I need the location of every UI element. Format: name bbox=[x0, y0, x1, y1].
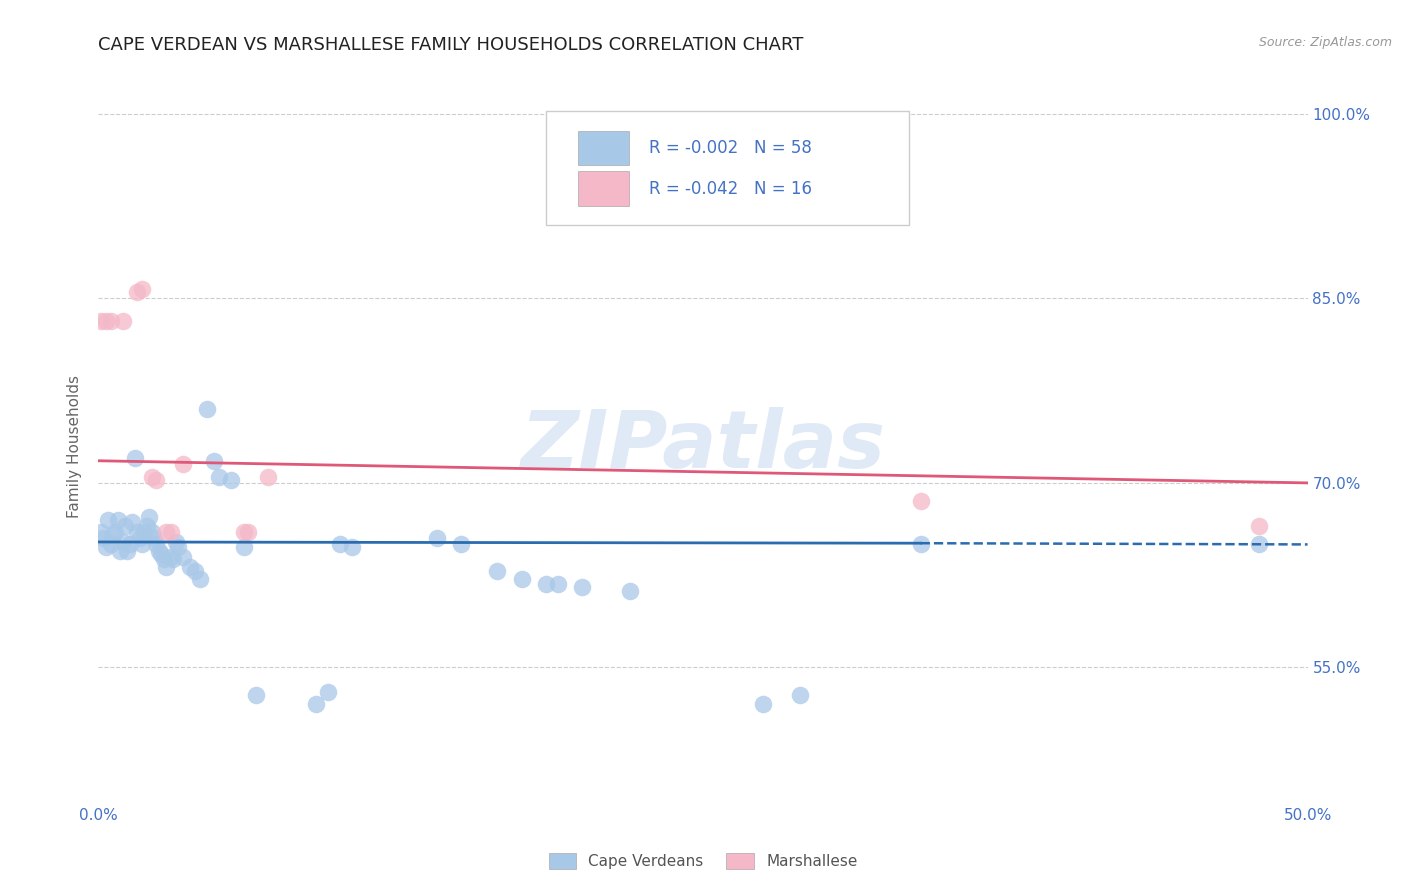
Point bbox=[172, 549, 194, 564]
Point bbox=[245, 688, 267, 702]
Point bbox=[305, 698, 328, 712]
Point bbox=[100, 537, 122, 551]
Point bbox=[195, 402, 218, 417]
Point bbox=[256, 469, 278, 483]
Point bbox=[179, 559, 201, 574]
Point bbox=[534, 576, 557, 591]
Point bbox=[141, 469, 163, 483]
Point bbox=[167, 540, 190, 554]
Point bbox=[152, 552, 174, 566]
Point bbox=[165, 535, 187, 549]
Point bbox=[547, 576, 569, 591]
Point bbox=[162, 552, 184, 566]
Point bbox=[155, 559, 177, 574]
Point bbox=[910, 494, 932, 508]
Point bbox=[329, 537, 352, 551]
Point bbox=[108, 543, 131, 558]
Text: Source: ZipAtlas.com: Source: ZipAtlas.com bbox=[1258, 36, 1392, 49]
Point bbox=[135, 519, 157, 533]
Point bbox=[188, 572, 211, 586]
Point bbox=[131, 537, 153, 551]
Point bbox=[90, 525, 112, 540]
Point bbox=[160, 549, 183, 564]
Point bbox=[172, 458, 194, 472]
Legend: Cape Verdeans, Marshallese: Cape Verdeans, Marshallese bbox=[543, 847, 863, 875]
Point bbox=[1249, 537, 1271, 551]
Point bbox=[131, 281, 153, 295]
Point bbox=[128, 531, 150, 545]
Point bbox=[150, 547, 173, 561]
Point bbox=[789, 688, 811, 702]
Point bbox=[342, 540, 364, 554]
Point bbox=[111, 313, 134, 327]
Point bbox=[90, 313, 112, 327]
Point bbox=[145, 537, 167, 551]
Point bbox=[204, 454, 226, 468]
Point bbox=[450, 537, 472, 551]
Point bbox=[232, 525, 254, 540]
Text: CAPE VERDEAN VS MARSHALLESE FAMILY HOUSEHOLDS CORRELATION CHART: CAPE VERDEAN VS MARSHALLESE FAMILY HOUSE… bbox=[98, 36, 804, 54]
Point bbox=[155, 525, 177, 540]
Point bbox=[752, 698, 775, 712]
Point bbox=[104, 525, 127, 540]
Point bbox=[232, 540, 254, 554]
Point bbox=[100, 313, 122, 327]
Point bbox=[141, 525, 163, 540]
Point bbox=[97, 513, 120, 527]
Point bbox=[486, 565, 509, 579]
FancyBboxPatch shape bbox=[546, 111, 908, 225]
Text: R = -0.002   N = 58: R = -0.002 N = 58 bbox=[648, 139, 811, 157]
Point bbox=[238, 525, 260, 540]
Point bbox=[118, 537, 141, 551]
FancyBboxPatch shape bbox=[578, 130, 630, 165]
Point bbox=[145, 474, 167, 488]
Point bbox=[316, 685, 339, 699]
Point bbox=[160, 525, 183, 540]
Point bbox=[619, 584, 641, 599]
Point bbox=[138, 510, 160, 524]
Point bbox=[107, 513, 129, 527]
Point bbox=[121, 516, 143, 530]
Point bbox=[510, 572, 533, 586]
FancyBboxPatch shape bbox=[578, 171, 630, 205]
Point bbox=[221, 474, 243, 488]
Y-axis label: Family Households: Family Households bbox=[67, 375, 83, 517]
Text: R = -0.042   N = 16: R = -0.042 N = 16 bbox=[648, 180, 811, 198]
Point bbox=[426, 531, 449, 545]
Point bbox=[143, 531, 166, 545]
Point bbox=[94, 313, 117, 327]
Point bbox=[571, 581, 593, 595]
Point bbox=[134, 525, 156, 540]
Point bbox=[117, 543, 139, 558]
Point bbox=[127, 525, 149, 540]
Point bbox=[101, 527, 124, 541]
Point bbox=[208, 469, 231, 483]
Point bbox=[94, 540, 117, 554]
Point bbox=[114, 519, 136, 533]
Point bbox=[148, 543, 170, 558]
Point bbox=[127, 285, 149, 300]
Point bbox=[91, 531, 114, 545]
Point bbox=[124, 451, 146, 466]
Point bbox=[910, 537, 932, 551]
Point bbox=[184, 565, 207, 579]
Text: ZIPatlas: ZIPatlas bbox=[520, 407, 886, 485]
Point bbox=[1249, 519, 1271, 533]
Point bbox=[111, 535, 134, 549]
